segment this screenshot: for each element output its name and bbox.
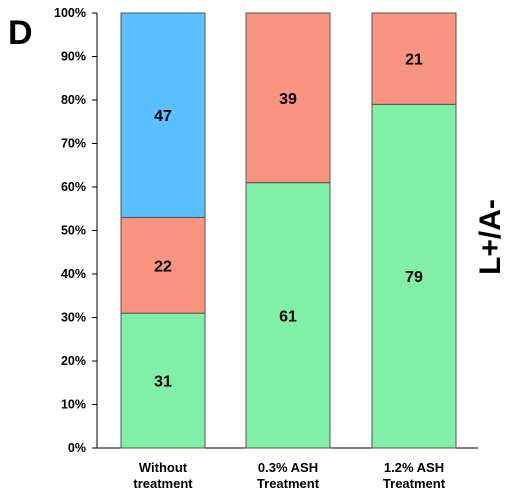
bar-segment [245, 182, 331, 449]
bar-segment [120, 216, 206, 314]
data-label: 61 [279, 308, 297, 325]
y-axis-ticks: 0% 10% 20% 30% 40% 50% 60% 70% 80% 90% 100% [54, 6, 97, 455]
y-tick-label: 40% [61, 267, 86, 281]
bars-group: 31 22 47 61 39 79 21 [120, 12, 457, 449]
x-tick-label: Without [139, 460, 188, 475]
data-label: 22 [154, 258, 172, 275]
y-tick-label: 50% [61, 224, 86, 238]
bar-segment [120, 312, 206, 449]
x-tick-label: 0.3% ASH [258, 460, 318, 475]
y-tick-label: 20% [61, 354, 86, 368]
x-tick-label: Treatment [257, 476, 320, 491]
bar-segment [120, 12, 206, 218]
y-tick-label: 90% [61, 50, 86, 64]
bar-segment [245, 12, 331, 184]
y-tick-label: 60% [61, 180, 86, 194]
bar-segment [371, 12, 457, 105]
data-label: 47 [154, 108, 172, 125]
data-label: 79 [405, 269, 423, 286]
x-tick-label: Treatment [383, 476, 446, 491]
data-label: 39 [279, 91, 297, 108]
bar-segment [371, 103, 457, 449]
data-label: 31 [154, 374, 172, 391]
side-label: L+/A- [474, 199, 507, 275]
y-tick-label: 70% [61, 137, 86, 151]
x-tick-label: 1.2% ASH [384, 460, 444, 475]
y-tick-label: 10% [61, 398, 86, 412]
data-label: 21 [405, 52, 423, 69]
y-tick-label: 80% [61, 93, 86, 107]
y-tick-label: 100% [54, 6, 86, 20]
x-tick-label: treatment [133, 476, 193, 491]
y-tick-label: 0% [68, 441, 86, 455]
panel-letter: D [8, 14, 33, 52]
y-tick-label: 30% [61, 311, 86, 325]
